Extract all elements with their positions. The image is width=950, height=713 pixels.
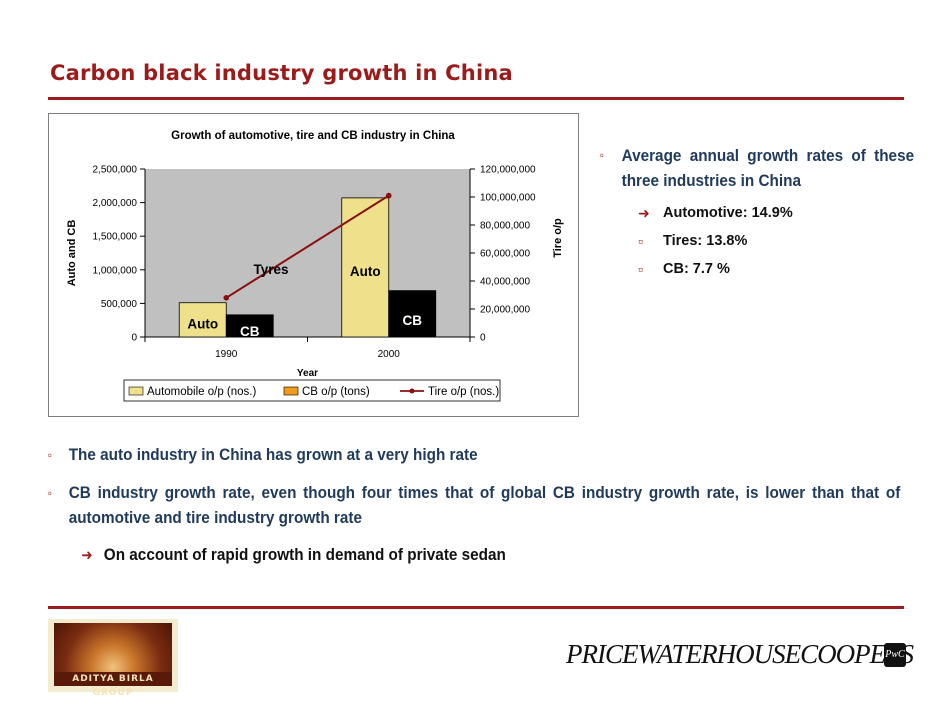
pwc-badge-icon: PwC (884, 643, 906, 667)
annotation-auto-1990: Auto (187, 317, 218, 332)
arrow-icon: ➜ (638, 205, 650, 221)
annotation-auto-2000: Auto (350, 264, 381, 279)
right-bullet-main: ▫ Average annual growth rates of these t… (600, 143, 914, 193)
right-sub-bullet: ▫ Tires: 13.8% (600, 227, 896, 255)
legend-label: Automobile o/p (nos.) (147, 386, 256, 398)
legend-label: Tire o/p (nos.) (428, 386, 499, 398)
chart: Growth of automotive, tire and CB indust… (66, 130, 564, 402)
tire-line (225, 194, 390, 299)
bottom-rule (48, 606, 904, 609)
left-tick-label: 2,500,000 (93, 165, 138, 176)
right-tick-label: 60,000,000 (480, 249, 530, 260)
chart-frame: Growth of automotive, tire and CB indust… (48, 113, 579, 417)
legend-swatch (283, 386, 299, 396)
left-tick-label: 2,000,000 (93, 198, 138, 209)
legend-label: CB o/p (tons) (302, 386, 370, 398)
bottom-bullet-list: ▫ The auto industry in China has grown a… (48, 442, 900, 567)
bullet-marker-icon: ▫ (600, 148, 604, 162)
right-bullet-list: ▫ Average annual growth rates of these t… (600, 143, 914, 283)
logo-band-text: ADITYA BIRLA GROUP (54, 672, 172, 698)
right-tick-label: 80,000,000 (480, 221, 530, 232)
pwc-logo-text: PRICEWATERHOUSECOOPERS (566, 639, 914, 669)
right-bullet-main-text: Average annual growth rates of these thr… (621, 146, 915, 190)
right-tick-label: 100,000,000 (480, 193, 536, 204)
bullet-marker-icon: ▫ (638, 233, 643, 249)
x-tick-label: 1990 (215, 349, 238, 360)
x-axis-title: Year (297, 368, 318, 379)
bottom-sub-bullet: ➜ On account of rapid growth in demand o… (48, 543, 804, 567)
bottom-bullet: ▫ The auto industry in China has grown a… (48, 442, 900, 467)
right-sub-bullet: ➜ Automotive: 14.9% (600, 199, 896, 227)
right-tick-label: 120,000,000 (480, 165, 536, 176)
left-tick-label: 0 (131, 333, 137, 344)
annotation-cb-1990: CB (240, 324, 260, 339)
bullet-marker-icon: ▫ (48, 448, 52, 462)
arrow-icon: ➜ (81, 547, 93, 564)
annotation-cb-2000: CB (403, 313, 423, 328)
bottom-sub-bullet-text: On account of rapid growth in demand of … (103, 545, 506, 564)
bullet-marker-icon: ▫ (638, 261, 643, 277)
right-sub-bullet: ▫ CB: 7.7 % (600, 255, 896, 283)
bar (225, 314, 274, 338)
legend-swatch (128, 386, 144, 396)
right-sub-bullet-text: Automotive: 14.9% (663, 205, 793, 221)
bottom-bullet: ▫ CB industry growth rate, even though f… (48, 480, 900, 530)
slide-title: Carbon black industry growth in China (50, 61, 513, 85)
left-tick-label: 500,000 (101, 299, 138, 310)
sunburst-seal-icon: ADITYA BIRLA GROUP (54, 623, 172, 698)
top-rule (48, 97, 904, 100)
bottom-bullet-text: The auto industry in China has grown at … (68, 445, 478, 464)
x-tick-label: 2000 (378, 349, 401, 360)
left-axis-title: Auto and CB (66, 220, 78, 287)
legend-box (123, 379, 501, 402)
right-tick-label: 20,000,000 (480, 305, 530, 316)
right-sub-bullet-text: CB: 7.7 % (663, 261, 730, 277)
bottom-bullet-text: CB industry growth rate, even though fou… (68, 483, 901, 527)
annotation-tyres: Tyres (253, 262, 288, 277)
tire-point (385, 192, 392, 199)
right-tick-label: 40,000,000 (480, 277, 530, 288)
chart-title: Growth of automotive, tire and CB indust… (171, 130, 455, 142)
right-sub-bullet-text: Tires: 13.8% (663, 233, 748, 249)
legend-marker (409, 388, 415, 394)
right-tick-label: 0 (480, 333, 486, 344)
tire-point (223, 295, 230, 301)
left-tick-label: 1,500,000 (93, 232, 138, 243)
right-axis-title: Tire o/p (552, 218, 564, 258)
bar (178, 302, 227, 338)
bar (388, 290, 437, 338)
aditya-birla-logo: ADITYA BIRLA GROUP (48, 619, 178, 698)
bullet-marker-icon: ▫ (48, 486, 52, 500)
left-tick-label: 1,000,000 (93, 265, 138, 276)
